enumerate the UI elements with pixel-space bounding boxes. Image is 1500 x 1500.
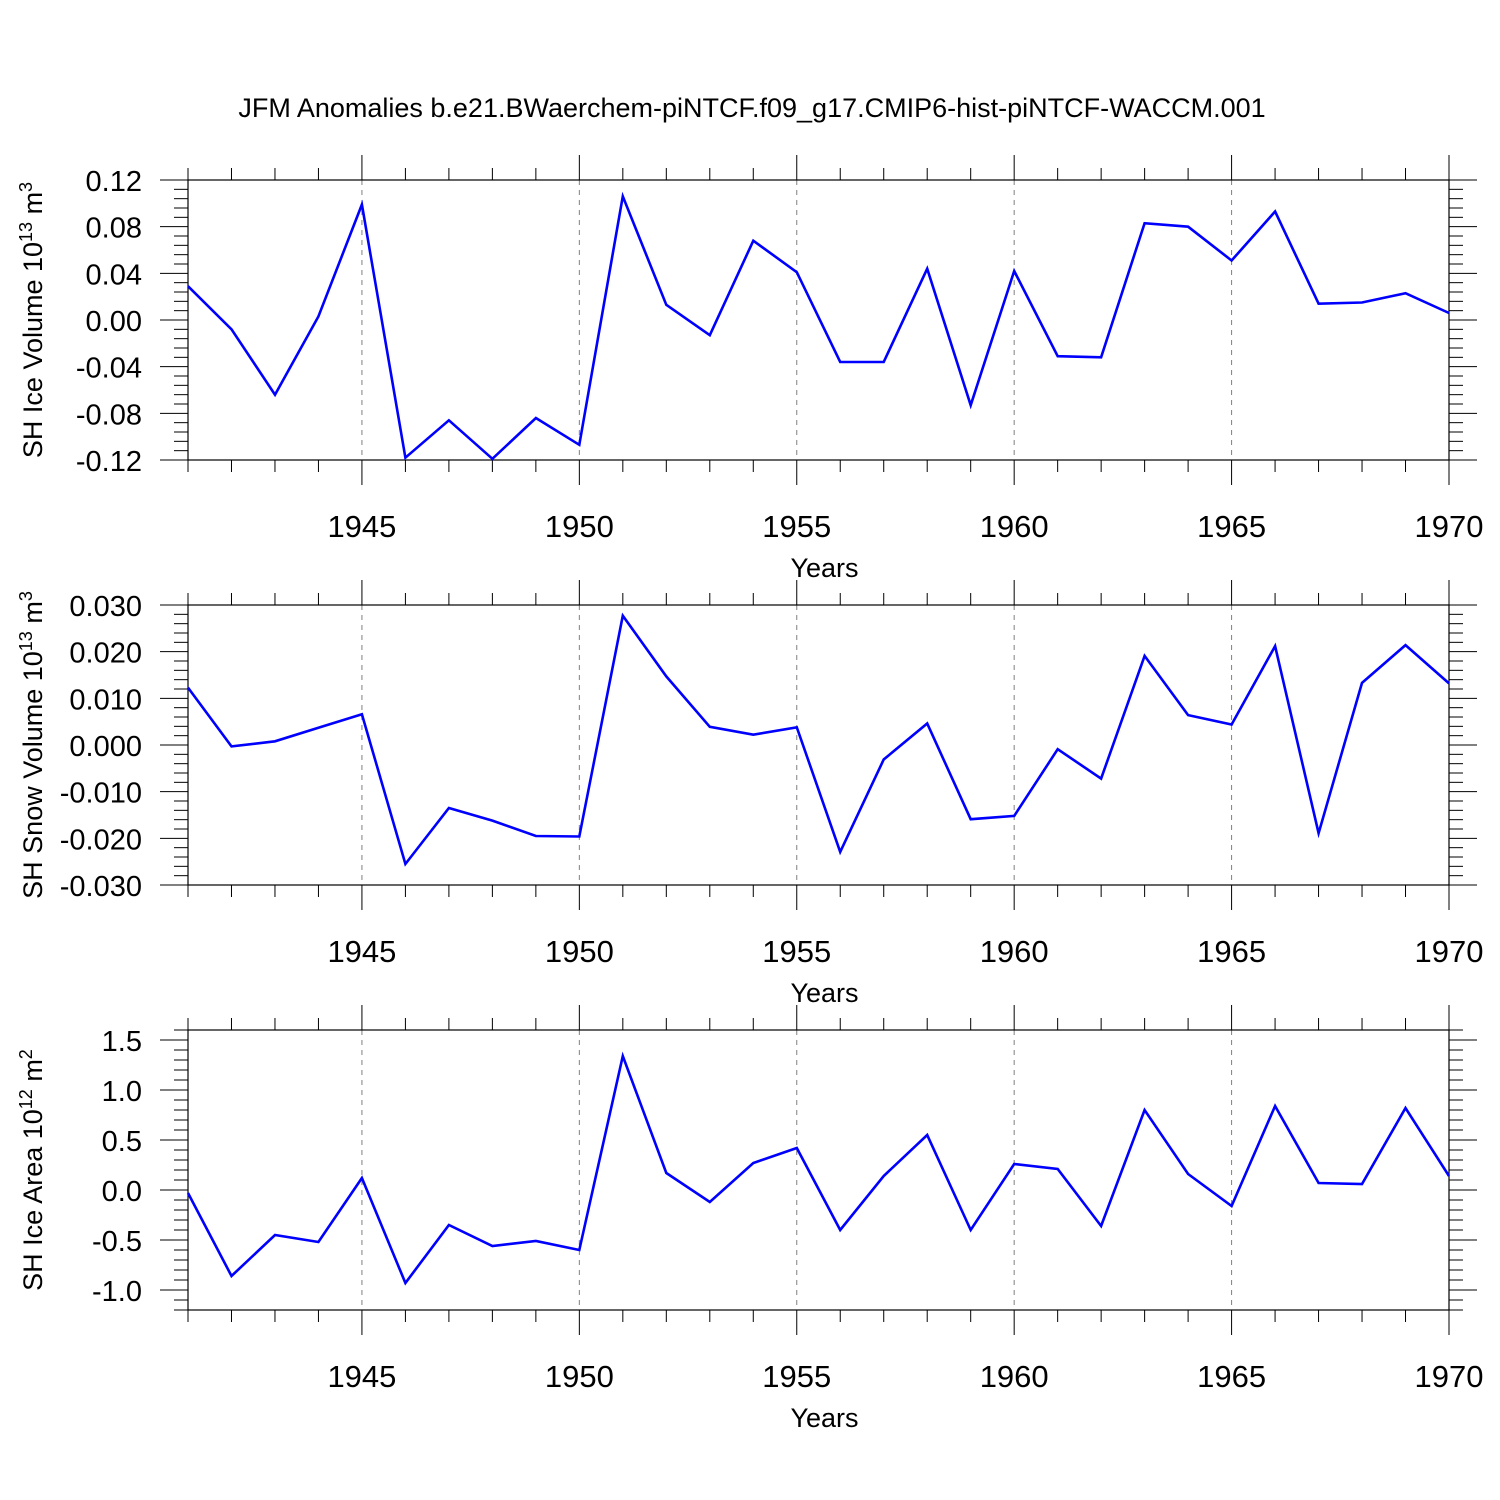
x-tick-label: 1945 [327, 934, 396, 969]
x-tick-label: 1955 [762, 934, 831, 969]
chart-title: JFM Anomalies b.e21.BWaerchem-piNTCF.f09… [238, 93, 1265, 123]
y-axis-label-unit-exp: 2 [16, 1049, 36, 1059]
x-tick-label: 1955 [762, 509, 831, 544]
x-axis-label: Years [790, 978, 858, 1008]
y-tick-label: 0.00 [86, 306, 142, 338]
series-line [186, 612, 1450, 867]
y-tick-label: 0.04 [86, 259, 142, 291]
chart-panels: -0.12 -0.08 -0.04 0.00 0.04 0.08 0.12 1945 1950 1… [16, 155, 1483, 1433]
x-tick-label: 1960 [980, 1359, 1049, 1394]
y-axis-label-exp: 13 [16, 222, 36, 242]
y-tick-label: 0.5 [102, 1126, 142, 1158]
plot-frame [187, 1029, 1450, 1311]
series-line [186, 1051, 1451, 1286]
x-tick-label: 1965 [1197, 1359, 1266, 1394]
y-tick-label: 0.020 [69, 638, 142, 670]
y-axis-label-exp: 12 [16, 1089, 36, 1109]
x-tick-label: 1965 [1197, 934, 1266, 969]
y-tick-label: 0.0 [102, 1176, 142, 1208]
y-tick-label: -1.0 [92, 1276, 142, 1308]
x-tick-label: 1970 [1415, 934, 1484, 969]
y-axis-label: SH Ice Volume 1013 m3 [16, 182, 48, 458]
y-tick-label: 0.12 [86, 166, 142, 198]
x-tick-label: 1945 [327, 509, 396, 544]
x-tick-label: 1965 [1197, 509, 1266, 544]
y-tick-label: -0.08 [76, 399, 142, 431]
y-axis-label-exp: 13 [16, 631, 36, 651]
panel-3: -1.0 -0.5 0.0 0.5 1.0 1.5 1945 1950 1955 1960 1965… [16, 1005, 1483, 1433]
y-axis-label-unit: m [18, 601, 48, 631]
y-tick-label: 1.5 [102, 1026, 142, 1058]
plot-frame [187, 179, 1450, 461]
x-tick-label: 1970 [1415, 509, 1484, 544]
plot-frame [187, 604, 1450, 886]
y-tick-label: 0.030 [69, 591, 142, 623]
y-tick-label: -0.04 [76, 353, 142, 385]
series-line [187, 191, 1450, 461]
y-axis-label-main: SH Ice Area 10 [18, 1109, 48, 1291]
y-tick-label: 0.000 [69, 731, 142, 763]
y-tick-label: -0.5 [92, 1226, 142, 1258]
x-tick-label: 1950 [545, 509, 614, 544]
y-axis-label-unit-exp: 3 [16, 182, 36, 192]
panel-2: -0.030 -0.020 -0.010 0.000 0.010 0.020 0.030 19… [16, 580, 1483, 1008]
panel-1: -0.12 -0.08 -0.04 0.00 0.04 0.08 0.12 1945 1950 1… [16, 155, 1483, 583]
y-tick-label: -0.12 [76, 446, 142, 478]
y-tick-label: 0.08 [86, 213, 142, 245]
x-tick-label: 1960 [980, 934, 1049, 969]
y-axis-label: SH Snow Volume 1013 m3 [16, 591, 48, 899]
y-axis-label-unit: m [18, 192, 48, 222]
y-axis-label-unit: m [18, 1059, 48, 1089]
y-tick-label: 0.010 [69, 684, 142, 716]
y-tick-label: -0.010 [60, 778, 142, 810]
x-tick-label: 1945 [327, 1359, 396, 1394]
x-tick-label: 1960 [980, 509, 1049, 544]
y-axis-label-main: SH Ice Volume 10 [18, 242, 48, 458]
x-tick-label: 1950 [545, 1359, 614, 1394]
y-tick-label: 1.0 [102, 1076, 142, 1108]
y-axis-label-main: SH Snow Volume 10 [18, 651, 48, 899]
y-tick-label: -0.020 [60, 824, 142, 856]
y-tick-label: -0.030 [60, 871, 142, 903]
x-tick-label: 1950 [545, 934, 614, 969]
x-axis-label: Years [790, 553, 858, 583]
y-axis-label: SH Ice Area 1012 m2 [16, 1049, 48, 1291]
x-axis-label: Years [790, 1403, 858, 1433]
x-tick-label: 1955 [762, 1359, 831, 1394]
y-axis-label-unit-exp: 3 [16, 591, 36, 601]
x-tick-label: 1970 [1415, 1359, 1484, 1394]
